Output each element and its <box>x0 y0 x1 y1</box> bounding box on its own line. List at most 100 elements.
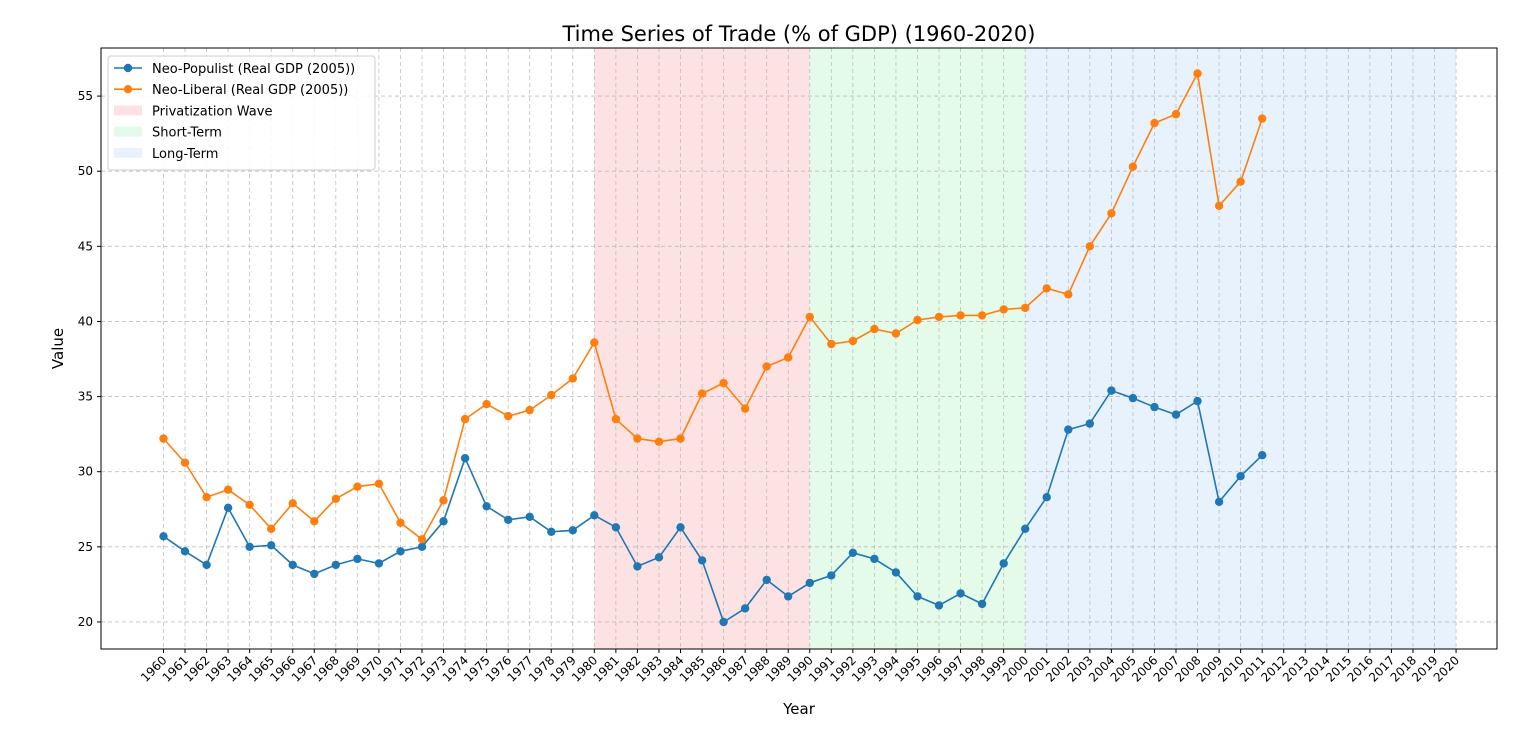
data-point-neo-liberal <box>202 493 211 502</box>
data-point-neo-liberal <box>482 399 491 409</box>
data-point-neo-populist <box>396 547 405 556</box>
data-point-neo-populist <box>525 512 534 521</box>
data-point-neo-liberal <box>374 479 384 488</box>
data-point-neo-liberal <box>1064 290 1073 299</box>
data-point-neo-liberal <box>827 339 836 349</box>
data-point-neo-populist <box>374 559 384 568</box>
data-point-neo-liberal <box>1214 201 1224 210</box>
data-point-neo-liberal <box>568 374 577 383</box>
legend: Neo-Populist (Real GDP (2005)) Neo-Libera… <box>107 55 376 171</box>
data-point-neo-liberal <box>956 311 965 320</box>
x-axis-label: Year <box>782 700 816 718</box>
data-point-neo-populist <box>999 559 1008 568</box>
legend-label-short-term: Short-Term <box>152 126 222 141</box>
data-point-neo-populist <box>827 571 836 580</box>
legend-swatch-long-term <box>114 147 142 158</box>
data-point-neo-liberal <box>310 517 319 526</box>
data-point-neo-populist <box>439 517 448 526</box>
data-point-neo-populist <box>1020 524 1030 533</box>
data-point-neo-liberal <box>891 329 901 338</box>
data-point-neo-populist <box>654 553 664 562</box>
data-point-neo-populist <box>784 592 793 601</box>
data-point-neo-liberal <box>331 494 340 503</box>
data-point-neo-populist <box>977 599 987 609</box>
data-point-neo-liberal <box>525 405 534 415</box>
y-tick-label: 20 <box>78 615 93 629</box>
legend-marker-neo-liberal <box>123 85 133 94</box>
legend-label-privatization-wave: Privatization Wave <box>152 104 272 119</box>
series-line-neo-populist <box>163 389 1263 624</box>
data-point-neo-liberal <box>611 414 621 424</box>
data-point-neo-liberal <box>504 411 513 421</box>
data-point-neo-liberal <box>633 434 642 443</box>
y-tick-label: 35 <box>78 390 93 404</box>
data-point-neo-liberal <box>676 434 685 443</box>
data-point-neo-populist <box>1171 410 1181 419</box>
data-point-neo-liberal <box>913 315 922 325</box>
data-point-neo-populist <box>1150 402 1159 412</box>
data-point-neo-populist <box>1193 396 1202 406</box>
data-point-neo-liberal <box>654 437 664 446</box>
data-point-neo-populist <box>870 554 879 564</box>
data-point-neo-liberal <box>977 311 987 320</box>
data-point-neo-populist <box>417 542 427 551</box>
data-point-neo-liberal <box>697 389 707 398</box>
data-point-neo-populist <box>331 560 340 570</box>
data-point-neo-liberal <box>740 404 750 413</box>
x-axis: 1960196119621963196419651966196719681969… <box>138 649 1462 685</box>
data-point-neo-populist <box>611 523 621 532</box>
y-axis: 20 25 30 35 40 45 50 55 <box>78 89 101 629</box>
data-point-neo-liberal <box>934 312 944 322</box>
span-long-term <box>1025 48 1457 649</box>
data-point-neo-liberal <box>267 524 276 533</box>
data-point-neo-liberal <box>1193 69 1202 78</box>
data-point-neo-liberal <box>159 434 168 443</box>
data-point-neo-populist <box>1258 451 1267 460</box>
data-point-neo-liberal <box>1085 242 1095 251</box>
data-point-neo-liberal <box>1042 284 1051 293</box>
data-point-neo-liberal <box>805 312 814 322</box>
data-point-neo-populist <box>353 554 362 564</box>
data-point-neo-populist <box>245 542 254 551</box>
data-point-neo-populist <box>180 547 190 556</box>
data-point-neo-populist <box>676 523 685 532</box>
data-point-neo-liberal <box>870 324 879 334</box>
data-point-neo-liberal <box>1020 303 1030 313</box>
data-point-neo-populist <box>697 556 707 565</box>
data-point-neo-populist <box>310 569 319 579</box>
legend-label-neo-liberal: Neo-Liberal (Real GDP (2005)) <box>152 83 348 98</box>
data-point-neo-populist <box>1085 419 1095 428</box>
data-point-neo-populist <box>633 562 642 571</box>
data-point-neo-populist <box>159 532 168 541</box>
data-point-neo-populist <box>482 502 491 511</box>
y-tick-label: 55 <box>78 89 93 103</box>
data-point-neo-populist <box>934 601 944 610</box>
data-point-neo-liberal <box>762 362 771 371</box>
y-tick-label: 30 <box>78 465 93 479</box>
chart-title: Time Series of Trade (% of GDP) (1960-20… <box>562 22 1036 46</box>
data-point-neo-populist <box>740 604 750 613</box>
data-point-neo-liberal <box>999 305 1008 314</box>
data-point-neo-liberal <box>460 414 470 424</box>
data-point-neo-populist <box>848 548 858 557</box>
shaded-periods <box>594 48 1457 649</box>
y-tick-label: 25 <box>78 540 93 554</box>
data-point-neo-liberal <box>590 338 599 347</box>
legend-label-long-term: Long-Term <box>152 147 218 162</box>
data-point-neo-populist <box>223 503 233 512</box>
y-tick-label: 50 <box>78 164 93 178</box>
data-point-neo-liberal <box>1107 209 1116 218</box>
data-point-neo-liberal <box>1258 114 1267 123</box>
y-axis-label: Value <box>49 328 67 369</box>
data-point-neo-liberal <box>1128 162 1138 171</box>
data-point-neo-liberal <box>245 500 254 509</box>
data-point-neo-populist <box>1214 497 1224 506</box>
data-point-neo-populist <box>1107 386 1116 395</box>
data-point-neo-populist <box>267 541 276 550</box>
plot-frame <box>100 47 1498 650</box>
data-point-neo-liberal <box>223 485 233 494</box>
data-point-neo-populist <box>547 527 556 536</box>
data-point-neo-populist <box>805 578 814 588</box>
series-line-neo-liberal <box>162 71 1263 541</box>
